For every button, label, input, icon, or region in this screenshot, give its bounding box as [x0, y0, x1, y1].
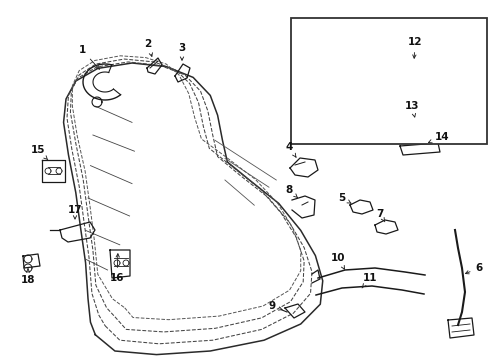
Text: 12: 12 [407, 37, 421, 58]
Text: 7: 7 [376, 209, 384, 222]
Text: 9: 9 [268, 301, 282, 311]
Bar [290, 18, 486, 144]
Text: 16: 16 [109, 254, 124, 283]
Text: 2: 2 [144, 39, 152, 57]
Text: 4: 4 [285, 142, 295, 157]
Text: 1: 1 [78, 45, 99, 69]
Text: 3: 3 [178, 43, 185, 60]
Text: 10: 10 [330, 253, 345, 269]
Text: 14: 14 [427, 132, 448, 143]
Text: 13: 13 [404, 101, 418, 117]
Text: 17: 17 [67, 205, 82, 219]
Text: 8: 8 [285, 185, 297, 198]
Text: 6: 6 [465, 263, 482, 274]
Text: 11: 11 [361, 273, 376, 288]
Text: 5: 5 [338, 193, 350, 203]
Text: 18: 18 [20, 269, 35, 285]
Text: 15: 15 [31, 145, 48, 160]
